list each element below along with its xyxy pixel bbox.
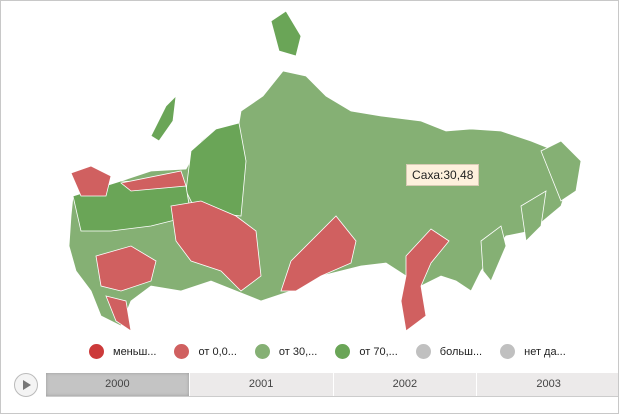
region-tooltip: Саха:30,48: [406, 164, 480, 186]
timeline-year-2002[interactable]: 2002: [334, 373, 478, 396]
legend-item[interactable]: меньш...: [89, 344, 156, 359]
legend-item[interactable]: от 70,...: [335, 344, 398, 359]
region-irkutsk[interactable]: [280, 215, 357, 292]
region-severnaya-zemlya[interactable]: [270, 10, 302, 57]
legend-dot-icon: [254, 344, 270, 359]
region-chukotka[interactable]: [540, 140, 582, 202]
legend: меньш... от 0,0... от 30,... от 70,... б…: [89, 344, 584, 359]
region-novaya-zemlya[interactable]: [150, 94, 177, 142]
legend-item[interactable]: больш...: [415, 344, 483, 359]
region-south[interactable]: [95, 245, 157, 292]
region-sakhalin[interactable]: [480, 225, 507, 282]
region-caucasus[interactable]: [105, 295, 132, 332]
play-button[interactable]: [14, 373, 38, 397]
legend-dot-icon: [415, 344, 431, 359]
timeline[interactable]: 2000 2001 2002 2003: [46, 373, 618, 397]
region-kola[interactable]: [70, 165, 112, 197]
legend-item[interactable]: от 30,...: [254, 344, 318, 359]
legend-item[interactable]: от 0,0...: [174, 344, 237, 359]
region-kamchatka[interactable]: [520, 190, 547, 242]
region-komi[interactable]: [120, 170, 187, 192]
legend-label: от 70,...: [359, 345, 398, 358]
legend-dot-icon: [89, 344, 104, 359]
legend-label: от 30,...: [278, 345, 318, 358]
legend-item[interactable]: нет да...: [500, 344, 566, 359]
russia-map: [68, 10, 582, 332]
legend-label: от 0,0...: [198, 345, 237, 358]
legend-dot-icon: [174, 344, 190, 359]
region-khabarovsk[interactable]: [400, 228, 450, 332]
legend-dot-icon: [335, 344, 351, 359]
timeline-year-2000[interactable]: 2000: [46, 373, 190, 396]
region-urals[interactable]: [170, 200, 262, 292]
legend-dot-icon: [500, 344, 516, 359]
timeline-year-2003[interactable]: 2003: [477, 373, 618, 396]
timeline-year-2001[interactable]: 2001: [190, 373, 334, 396]
legend-label: больш...: [439, 345, 483, 358]
legend-label: меньш...: [113, 345, 157, 358]
legend-label: нет да...: [524, 345, 566, 358]
